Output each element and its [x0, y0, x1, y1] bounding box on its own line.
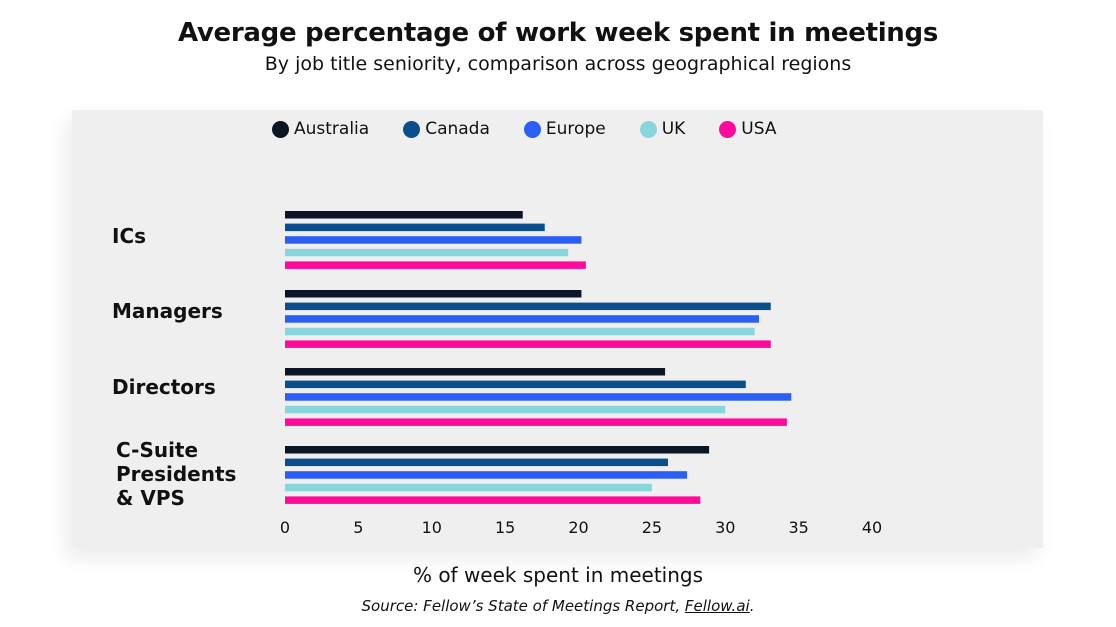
source-note: Source: Fellow’s State of Meetings Repor…	[0, 597, 1116, 615]
bar-europe-1	[285, 315, 760, 323]
legend-item: Canada	[403, 119, 490, 139]
x-tick-label: 15	[495, 518, 515, 537]
bar-europe-2	[285, 393, 792, 401]
bar-uk-0	[285, 248, 569, 257]
bar-uk-1	[285, 327, 755, 336]
source-link[interactable]: Fellow.ai	[684, 597, 750, 615]
legend-swatch	[719, 120, 737, 138]
source-prefix: Source: Fellow’s State of Meetings Repor…	[361, 597, 685, 615]
bar-usa-2	[285, 418, 787, 426]
legend: Australia Canada Europe UK USA	[272, 119, 810, 139]
legend-label: UK	[661, 119, 686, 139]
x-tick-label: 5	[353, 518, 363, 537]
bar-usa-0	[285, 261, 586, 269]
category-label: Directors	[112, 375, 216, 399]
legend-item: Europe	[523, 119, 606, 139]
x-tick-label: 10	[422, 518, 442, 537]
bar-canada-3	[285, 458, 669, 467]
category-label-line: Presidents	[116, 462, 237, 486]
legend-label: USA	[741, 119, 777, 139]
bar-europe-0	[285, 236, 582, 244]
legend-item: UK	[639, 119, 686, 139]
category-label-line: C-Suite	[116, 438, 199, 462]
bar-canada-1	[285, 302, 771, 311]
bar-usa-3	[285, 496, 701, 504]
legend-label: Europe	[545, 119, 606, 139]
legend-swatch	[523, 120, 541, 138]
legend-item: Australia	[272, 119, 369, 139]
x-axis-label: % of week spent in meetings	[412, 563, 704, 587]
category-label-line: & VPS	[116, 486, 185, 510]
bar-uk-3	[285, 483, 652, 492]
x-tick-label: 35	[788, 518, 808, 537]
chart-title: Average percentage of work week spent in…	[177, 18, 939, 48]
legend-swatch	[639, 120, 657, 138]
chart-subtitle: By job title seniority, comparison acros…	[264, 53, 852, 75]
category-label: Managers	[112, 299, 223, 323]
source-suffix: .	[749, 597, 755, 615]
bar-canada-0	[285, 223, 545, 232]
x-tick-label: 30	[715, 518, 735, 537]
x-tick-label: 0	[280, 518, 290, 537]
bar-australia-2	[285, 368, 666, 376]
legend-swatch	[272, 120, 289, 138]
legend-item: USA	[719, 119, 776, 139]
bar-canada-2	[285, 380, 746, 389]
category-label-line: ICs	[112, 224, 147, 248]
bar-uk-2	[285, 405, 726, 414]
category-label-line: Directors	[112, 375, 216, 399]
bar-europe-3	[285, 471, 688, 479]
bar-australia-3	[285, 446, 710, 454]
x-tick-label: 40	[862, 518, 882, 537]
legend-label: Canada	[425, 119, 490, 139]
bar-australia-0	[285, 211, 523, 219]
category-label-line: Managers	[112, 299, 223, 323]
category-label: C-Suite Presidents & VPS	[116, 438, 236, 510]
bar-australia-1	[285, 290, 582, 298]
bar-usa-1	[285, 340, 771, 348]
legend-swatch	[403, 120, 421, 138]
legend-label: Australia	[294, 119, 370, 139]
x-tick-label: 20	[568, 518, 588, 537]
x-tick-label: 25	[642, 518, 662, 537]
category-label: ICs	[112, 224, 146, 248]
